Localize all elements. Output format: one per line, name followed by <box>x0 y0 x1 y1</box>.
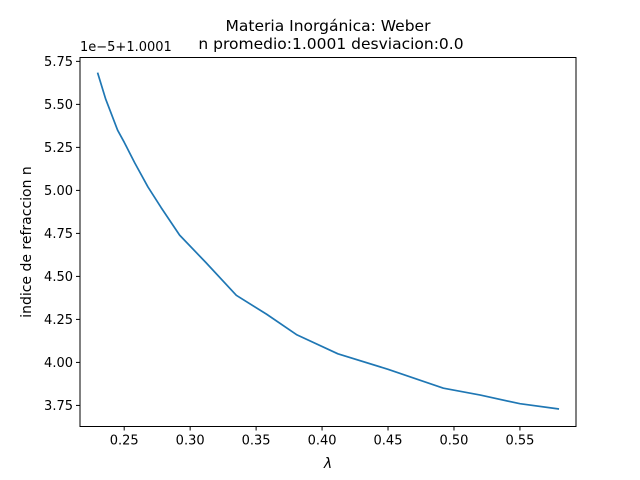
plot-frame <box>79 57 577 427</box>
x-tick-label: 0.30 <box>176 434 205 449</box>
x-tick-label: 0.55 <box>505 434 534 449</box>
x-tick-label: 0.25 <box>110 434 139 449</box>
series-line <box>96 72 560 410</box>
series-layer <box>96 72 560 410</box>
x-tick-label: 0.50 <box>440 434 469 449</box>
y-axis-label: indice de refraccion n <box>19 166 35 318</box>
y-tick-label: 5.00 <box>44 184 73 199</box>
y-tick-label: 5.75 <box>44 55 73 70</box>
plot-area <box>80 57 576 427</box>
x-axis-label: λ <box>323 456 332 472</box>
chart-subtitle: n promedio:1.0001 desviacion:0.0 <box>198 35 463 53</box>
y-tick-label: 4.25 <box>44 313 73 328</box>
y-offset-text: 1e−5+1.0001 <box>80 40 172 55</box>
y-tick-label: 5.25 <box>44 141 73 156</box>
chart-title: Materia Inorgánica: Weber <box>226 17 432 35</box>
y-tick-label: 4.00 <box>44 356 73 371</box>
x-axis-ticks: 0.25 0.30 0.35 0.40 0.45 0.50 0.55 <box>110 426 534 449</box>
x-tick-label: 0.45 <box>374 434 403 449</box>
y-axis-ticks: 3.75 4.00 4.25 4.50 4.75 5.00 5.25 5.50 5.75 <box>44 55 80 414</box>
y-tick-label: 5.50 <box>44 98 73 113</box>
y-tick-label: 4.75 <box>44 227 73 242</box>
x-tick-label: 0.40 <box>308 434 337 449</box>
y-tick-label: 3.75 <box>44 399 73 414</box>
x-tick-label: 0.35 <box>242 434 271 449</box>
y-tick-label: 4.50 <box>44 270 73 285</box>
